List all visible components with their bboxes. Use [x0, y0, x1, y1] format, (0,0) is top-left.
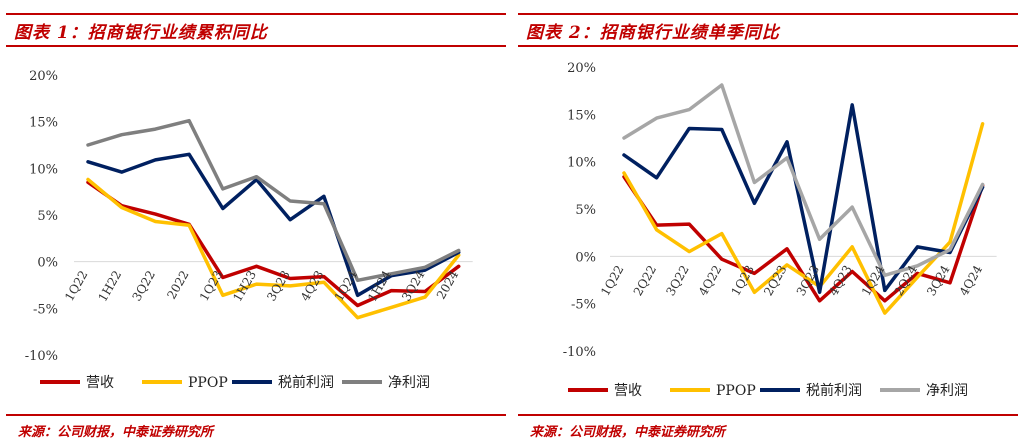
series-line	[86, 177, 461, 320]
x-tick-label: 4Q23	[826, 263, 854, 298]
legend-label: 净利润	[926, 383, 968, 399]
legend-label: 净利润	[388, 375, 430, 391]
y-tick-label: 0%	[575, 250, 596, 265]
y-tick-label: 15%	[29, 116, 58, 131]
y-tick-label: -5%	[571, 298, 596, 313]
y-tick-label: 20%	[29, 69, 58, 84]
x-tick-label: 2Q22	[631, 263, 659, 298]
y-tick-label: -5%	[33, 302, 58, 317]
x-tick-label: 4Q22	[696, 263, 724, 298]
x-tick-label: 2022	[164, 268, 191, 301]
series-line	[86, 152, 461, 298]
legend-label: 营收	[614, 383, 642, 399]
x-tick-label: 1H24	[365, 268, 394, 304]
chart-title-bar: 图表 1：招商银行业绩累积同比	[6, 13, 506, 47]
y-tick-label: 5%	[37, 209, 58, 224]
x-tick-label: 2024	[434, 268, 462, 302]
chart-panel-2: 图表 2：招商银行业绩单季同比 20% 15% 10% 5% 0% -5% -10% 1Q22…	[512, 0, 1024, 442]
legend-label: PPOP	[716, 383, 756, 399]
series-line	[622, 122, 985, 315]
series-line	[86, 118, 461, 283]
y-tick-label: 20%	[567, 61, 596, 76]
x-tick-label: 4Q24	[957, 263, 986, 299]
source-note: 来源：公司财报，中泰证券研究所	[530, 425, 726, 440]
source-bar: 来源：公司财报，中泰证券研究所	[518, 414, 1018, 440]
chart-title-bar: 图表 2：招商银行业绩单季同比	[518, 13, 1018, 47]
quarterly-yoy-chart: 20% 15% 10% 5% 0% -5% -10% 1Q22 2Q22 3Q22 4Q22 1Q23…	[563, 61, 997, 399]
y-tick-label: 10%	[29, 162, 58, 177]
x-tick-label: 1Q23	[728, 263, 756, 298]
chart-title: 图表 2：招商银行业绩单季同比	[526, 23, 780, 43]
series-line	[86, 180, 461, 308]
series-line	[622, 83, 985, 278]
y-tick-label: 5%	[575, 203, 596, 218]
x-tick-label: 1Q22	[598, 263, 626, 298]
y-tick-label: 15%	[567, 108, 596, 123]
x-tick-label: 1Q23	[197, 268, 225, 303]
x-tick-label: 2Q23	[761, 263, 789, 298]
x-tick-label: 3Q22	[663, 263, 691, 298]
y-tick-label: -10%	[563, 345, 596, 360]
x-tick-label: 1H22	[95, 268, 124, 304]
y-tick-label: -10%	[25, 349, 58, 364]
legend-label: 税前利润	[278, 374, 334, 391]
chart-panel-1: 图表 1：招商银行业绩累积同比 20% 15% 10% 5% 0% -5% -10% 1Q22…	[6, 13, 506, 440]
y-tick-label: 10%	[567, 156, 596, 171]
x-tick-label: 1Q22	[62, 268, 90, 303]
series-line	[622, 103, 985, 295]
legend-label: PPOP	[188, 375, 228, 391]
x-tick-label: 3Q22	[129, 268, 157, 303]
source-bar: 来源：公司财报，中泰证券研究所	[6, 414, 506, 440]
source-note: 来源：公司财报，中泰证券研究所	[18, 425, 214, 440]
chart-title: 图表 1：招商银行业绩累积同比	[14, 23, 268, 43]
legend-label: 税前利润	[806, 382, 862, 399]
y-tick-label: 0%	[37, 256, 58, 271]
cumulative-yoy-chart: 20% 15% 10% 5% 0% -5% -10% 1Q22 1H22 3Q22 2022 1Q23…	[25, 69, 473, 391]
legend-label: 营收	[86, 375, 114, 391]
